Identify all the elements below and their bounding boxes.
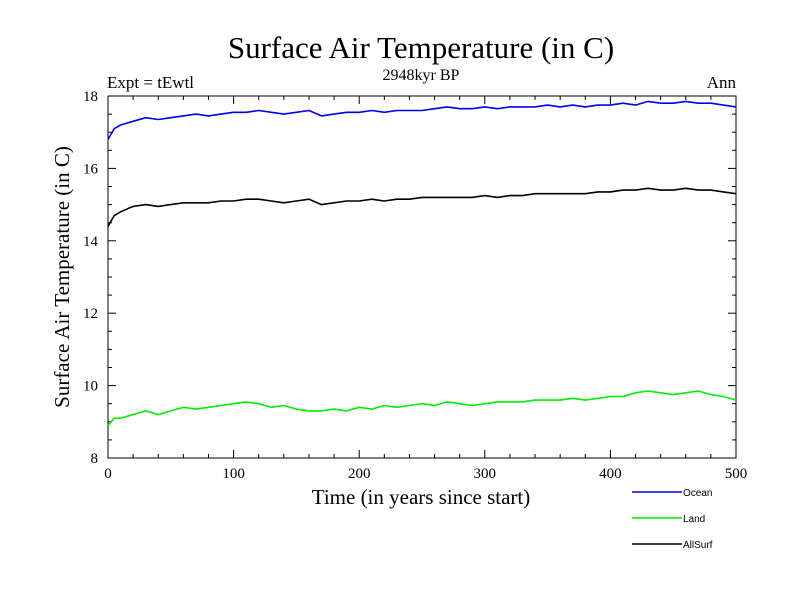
x-axis: 0 100 200 300 400 500 [104, 96, 747, 482]
experiment-label: Expt = tEwtl [107, 73, 194, 92]
y-tick-label: 18 [83, 89, 98, 105]
series-layer [107, 100, 737, 426]
y-axis: 8 10 12 14 16 18 [83, 89, 736, 467]
series-ocean-line [107, 100, 737, 140]
y-axis-label: Surface Air Temperature (in C) [50, 146, 74, 408]
x-axis-label: Time (in years since start) [312, 485, 531, 509]
series-land-line [107, 390, 737, 426]
period-label: Ann [707, 73, 737, 92]
y-tick-label: 10 [83, 379, 98, 395]
x-tick-label: 400 [599, 466, 622, 482]
legend-label-allsurf: AllSurf [683, 540, 713, 551]
chart-title: Surface Air Temperature (in C) [228, 30, 614, 65]
legend-label-land: Land [683, 514, 705, 525]
x-tick-label: 500 [725, 466, 748, 482]
x-tick-label: 200 [348, 466, 371, 482]
y-tick-label: 12 [83, 306, 98, 322]
x-tick-label: 100 [222, 466, 245, 482]
x-tick-label: 300 [474, 466, 497, 482]
series-allsurf-line [107, 187, 737, 227]
y-tick-label: 14 [83, 234, 99, 250]
legend-label-ocean: Ocean [683, 488, 712, 499]
y-tick-label: 16 [83, 161, 99, 177]
y-tick-label: 8 [91, 451, 99, 467]
x-tick-label: 0 [104, 466, 112, 482]
legend: Ocean Land AllSurf [632, 488, 713, 551]
chart-subtitle: 2948kyr BP [383, 67, 460, 84]
